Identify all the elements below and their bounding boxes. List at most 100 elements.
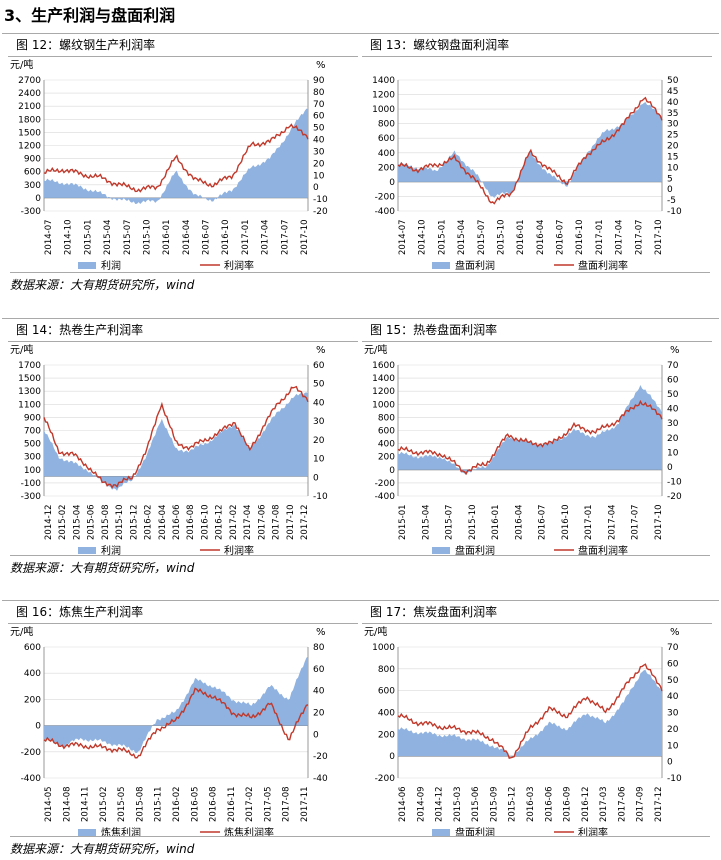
legend-area-label: 盘面利润 [455,826,495,839]
right-tick-label: 50 [313,380,325,390]
x-tick-label: 2015-06 [87,504,97,540]
x-tick-label: 2015-02 [99,786,109,822]
x-tick-label: 2016-01 [162,219,172,255]
x-tick-label: 2016-07 [202,219,212,255]
figure-title: 图 17：焦炭盘面利润率 [370,605,498,619]
x-tick-label: 2015-07 [477,219,487,255]
legend-area-label: 盘面利润 [455,259,495,272]
left-tick-label: 200 [378,163,395,173]
right-tick-label: 70 [667,361,679,371]
right-tick-label: 20 [667,142,679,152]
x-tick-label: 2017-10 [300,219,310,255]
figure-12-chart: 元/吨 %2700240021001800150012009006003000-3… [10,58,328,272]
right-tick-label: -10 [313,195,328,205]
right-tick-label: 70 [313,100,325,110]
figure-13-panel: 图 13：螺纹钢盘面利润率 1400 1200 1000 800 600 400 200 0-… [362,34,712,274]
x-tick-label: 2016-03 [526,786,536,822]
x-tick-label: 2015-01 [398,504,408,540]
right-tick-label: 0 [667,758,673,768]
x-tick-label: 2016-07 [556,219,566,255]
left-tick-label: 1100 [18,400,41,410]
right-tick-label: 90 [313,76,325,86]
right-tick-label: -10 [667,207,682,217]
left-tick-label: -400 [375,207,396,217]
right-tick-label: 60 [313,361,325,371]
profit-area-series [398,101,662,198]
x-tick-label: 2016-04 [182,219,192,255]
x-tick-label: 2017-02 [229,504,239,540]
x-tick-label: 2014-12 [44,504,54,540]
left-tick-label: -300 [21,207,42,217]
left-tick-label: 1000 [372,105,395,115]
x-tick-label: 2017-01 [241,219,251,255]
right-tick-label: -20 [667,492,682,502]
x-tick-label: 2017-09 [636,786,646,822]
x-tick-label: 2016-12 [215,504,225,540]
right-tick-label: -10 [667,477,682,487]
x-tick-label: 2015-11 [154,786,164,822]
left-tick-label: -100 [21,479,42,489]
x-tick-label: 2014-09 [416,786,426,822]
left-tick-label: 200 [378,453,395,463]
right-tick-label: 30 [667,709,679,719]
right-tick-label: 40 [667,405,679,415]
left-tick-label: -200 [375,479,396,489]
x-tick-label: 2015-12 [508,786,518,822]
right-tick-label: 10 [313,171,325,181]
right-tick-label: 15 [667,152,678,162]
x-tick-label: 2015-09 [489,786,499,822]
x-tick-label: 2016-08 [209,786,219,822]
left-unit-label: 元/吨 [10,625,33,638]
right-tick-label: 50 [667,76,679,86]
legend-area-label: 炼焦利润 [101,826,141,839]
x-tick-label: 2016-01 [516,219,526,255]
x-tick-label: 2016-04 [514,504,524,540]
x-tick-label: 2015-04 [421,504,431,540]
x-tick-label: 2015-04 [72,504,82,540]
x-tick-label: 2016-07 [538,504,548,540]
left-tick-label: 100 [24,466,41,476]
left-tick-label: 200 [378,730,395,740]
figure-13-chart: 1400120010008006004002000-200-4005045403… [372,76,682,272]
profit-area-series [398,669,662,757]
profit-rate-line-series [397,663,663,759]
x-tick-label: 2015-12 [129,504,139,540]
x-tick-label: 2016-10 [575,219,585,255]
x-tick-label: 2014-08 [62,786,72,822]
x-tick-label: 2017-03 [599,786,609,822]
x-tick-label: 2016-10 [221,219,231,255]
legend-area-label: 盘面利润 [455,544,495,557]
source-note: 数据来源：大有期货研究所，wind [10,836,710,857]
left-tick-label: -400 [375,492,396,502]
figure-12-panel: 图 12：螺纹钢生产利润率 元/吨% 2700 2400 2100 1800 1500 12… [8,34,358,274]
left-tick-label: 0 [35,194,41,204]
figure-title: 图 15：热卷盘面利润率 [370,323,498,337]
right-tick-label: 20 [667,725,679,735]
x-tick-label: 2017-08 [282,786,292,822]
right-tick-label: -20 [313,752,328,762]
left-tick-label: -400 [21,774,42,784]
left-tick-label: 800 [378,413,395,423]
figure-17-chart: 元/吨 % 1000 800 600 400 200 0 -200 70 60 50 40 30 20 10 0… [364,625,682,839]
source-note: 数据来源：大有期货研究所，wind [10,555,710,576]
right-tick-label: 20 [313,159,325,169]
x-tick-label: 2015-07 [123,219,133,255]
right-tick-label: 60 [313,665,325,675]
right-tick-label: 40 [313,687,325,697]
right-tick-label: 40 [667,98,679,108]
x-tick-label: 2017-12 [300,504,310,540]
right-tick-label: -5 [667,196,676,206]
left-tick-label: 300 [24,181,41,191]
figure-17-panel: 图 17：焦炭盘面利润率 元/吨% 1000 800 600 400 200 0 -200 70… [362,601,712,841]
right-unit-label: % [316,60,326,71]
x-tick-label: 2016-10 [200,504,210,540]
x-tick-label: 2017-04 [615,219,625,255]
x-tick-label: 2017-12 [654,786,664,822]
left-tick-label: 900 [24,413,41,423]
right-tick-label: -10 [313,492,328,502]
x-tick-label: 2014-06 [398,786,408,822]
x-tick-label: 2017-06 [257,504,267,540]
legend-area-swatch [432,262,450,269]
left-tick-label: 1200 [372,91,395,101]
figure-16-panel: 图 16：炼焦生产利润率 元/吨% 600 400 200 0 -200 -400 80 60 4… [8,601,358,841]
